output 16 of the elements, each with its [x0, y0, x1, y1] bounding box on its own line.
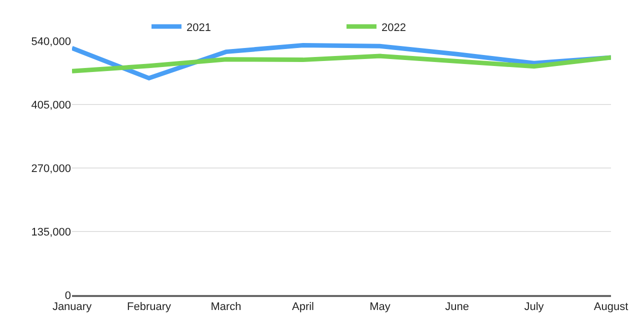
legend-label: 2022 [382, 22, 406, 34]
x-tick-label: February [126, 300, 172, 313]
x-tick-label: April [292, 300, 314, 313]
y-tick-label: 405,000 [31, 99, 71, 112]
x-tick-label: August [594, 300, 628, 313]
x-tick-label: January [52, 300, 92, 313]
y-tick-label: 540,000 [31, 36, 71, 48]
x-tick-label: March [210, 300, 242, 313]
y-tick-label: 0 [64, 290, 71, 302]
y-tick-label: 135,000 [31, 226, 71, 238]
x-tick-label: June [445, 300, 469, 313]
legend-label: 2021 [186, 22, 211, 34]
x-tick-label: July [524, 300, 544, 313]
line-series [72, 54, 611, 74]
x-tick-label: May [370, 300, 391, 313]
y-tick-label: 270,000 [31, 162, 71, 175]
